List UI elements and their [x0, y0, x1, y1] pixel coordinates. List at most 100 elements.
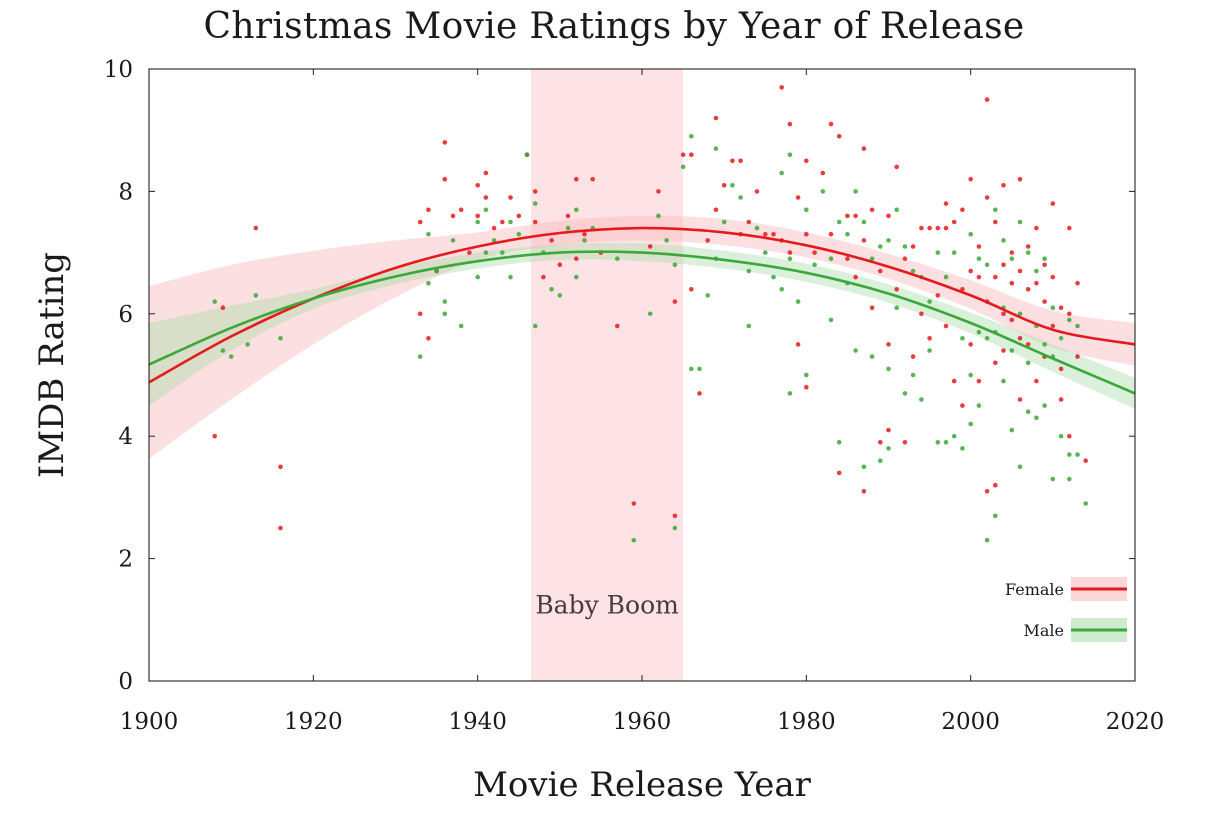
male-point — [787, 256, 793, 262]
female-point — [705, 238, 710, 243]
male-point — [245, 342, 250, 347]
male-point — [812, 262, 817, 268]
female-point — [795, 195, 801, 200]
male-point — [656, 213, 661, 219]
female-point — [853, 213, 858, 219]
baby-boom-region — [531, 69, 684, 681]
female-point — [475, 183, 481, 188]
female-point — [779, 85, 784, 90]
female-point — [845, 213, 850, 219]
male-point — [951, 250, 957, 255]
male-point — [1034, 268, 1039, 274]
female-point — [787, 121, 793, 127]
male-point — [993, 513, 998, 519]
male-point — [475, 274, 481, 280]
male-point — [508, 219, 513, 225]
male-point — [582, 238, 587, 243]
female-point — [574, 176, 579, 182]
male-point — [746, 268, 752, 274]
male-point — [976, 329, 982, 335]
male-point — [475, 219, 481, 225]
female-point — [689, 152, 694, 157]
female-point — [902, 256, 908, 262]
x-axis-label: Movie Release Year — [473, 765, 811, 805]
female-point — [442, 176, 448, 182]
male-point — [664, 238, 669, 243]
female-point — [450, 213, 456, 219]
y-tick-label: 6 — [118, 302, 133, 328]
male-point — [886, 238, 891, 243]
male-point — [960, 336, 965, 341]
male-point — [968, 421, 973, 427]
male-point — [1067, 476, 1072, 482]
x-tick-label: 1960 — [613, 709, 672, 735]
male-point — [828, 256, 834, 262]
male-point — [869, 354, 875, 359]
male-point — [483, 250, 489, 255]
male-point — [1050, 305, 1056, 311]
male-point — [631, 537, 637, 543]
male-point — [869, 256, 875, 262]
male-point — [1001, 238, 1006, 243]
baby-boom-label: Baby Boom — [535, 591, 679, 620]
male-point — [853, 189, 858, 194]
male-point — [1009, 256, 1015, 262]
female-point — [590, 176, 595, 182]
male-point — [828, 317, 834, 323]
female-point — [516, 213, 522, 219]
y-tick-label: 4 — [118, 424, 133, 450]
female-point — [935, 225, 941, 231]
male-point — [680, 164, 686, 170]
male-point — [902, 244, 908, 249]
male-point — [1042, 256, 1047, 262]
female-point — [951, 378, 957, 384]
male-point — [1058, 433, 1064, 439]
female-point — [869, 305, 875, 311]
x-tick-label: 1900 — [120, 709, 179, 735]
male-point — [878, 458, 883, 464]
male-point — [1075, 452, 1080, 457]
male-point — [426, 231, 431, 237]
male-point — [697, 366, 702, 372]
female-point — [1017, 176, 1023, 182]
male-point — [491, 238, 497, 243]
male-point — [779, 287, 784, 292]
male-point — [532, 201, 538, 206]
female-point — [1050, 323, 1056, 329]
male-point — [212, 299, 217, 304]
female-point — [828, 231, 834, 237]
female-point — [1001, 262, 1006, 268]
male-point — [442, 299, 448, 304]
male-point — [927, 348, 932, 353]
female-point — [672, 513, 678, 519]
female-point — [532, 189, 538, 194]
female-point — [960, 403, 965, 408]
female-point — [1058, 397, 1064, 402]
male-fit-line — [148, 250, 1136, 395]
female-point — [615, 323, 620, 329]
female-point — [713, 115, 719, 121]
male-point — [746, 323, 752, 329]
female-point — [894, 164, 899, 170]
female-point — [976, 378, 982, 384]
female-point — [984, 195, 990, 200]
female-point — [278, 464, 283, 470]
female-point — [993, 482, 998, 488]
female-point — [713, 207, 719, 213]
female-point — [804, 231, 809, 237]
male-point — [1001, 378, 1006, 384]
male-point — [976, 403, 982, 408]
male-point — [943, 440, 949, 445]
female-point — [960, 207, 965, 213]
female-point — [976, 274, 982, 280]
male-point — [779, 170, 784, 176]
female-point — [976, 244, 982, 249]
female-point — [541, 274, 546, 280]
male-point — [442, 311, 448, 317]
female-point — [458, 207, 464, 213]
male-point — [1034, 415, 1039, 421]
y-tick-label: 2 — [118, 547, 133, 573]
female-point — [500, 219, 505, 225]
female-point — [426, 336, 431, 341]
male-point — [902, 391, 908, 396]
